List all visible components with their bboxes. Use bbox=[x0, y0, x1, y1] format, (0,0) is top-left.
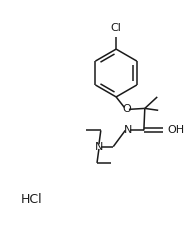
Text: OH: OH bbox=[167, 125, 184, 135]
Text: N: N bbox=[123, 125, 132, 135]
Text: Cl: Cl bbox=[111, 23, 122, 33]
Text: HCl: HCl bbox=[21, 193, 42, 206]
Text: O: O bbox=[122, 104, 131, 114]
Text: N: N bbox=[95, 142, 103, 152]
